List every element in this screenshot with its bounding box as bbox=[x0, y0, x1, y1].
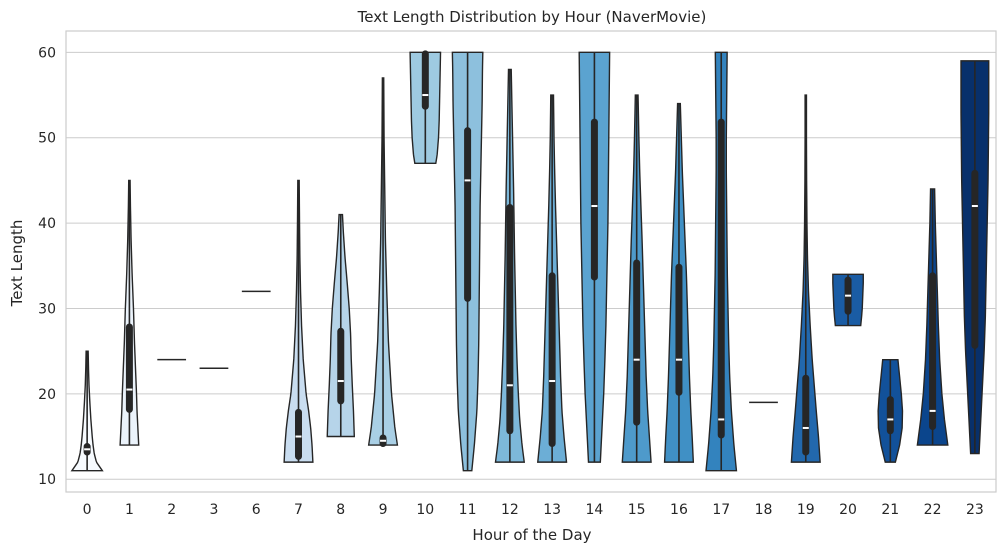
x-tick-label: 19 bbox=[797, 502, 815, 518]
violin-hour-14 bbox=[578, 51, 611, 463]
gridlines bbox=[66, 51, 996, 480]
violin-median bbox=[887, 418, 894, 421]
violin-median bbox=[591, 205, 598, 208]
violin-iqr-box bbox=[464, 127, 472, 302]
plot-border bbox=[65, 30, 997, 493]
y-tick-label: 60 bbox=[38, 45, 56, 61]
violin-iqr-box bbox=[802, 374, 810, 456]
x-tick-label: 2 bbox=[167, 502, 176, 518]
x-tick-label: 17 bbox=[712, 502, 730, 518]
violin-hour-1 bbox=[119, 179, 140, 446]
x-tick-label: 7 bbox=[294, 502, 303, 518]
x-tick-label: 6 bbox=[252, 502, 261, 518]
x-tick-label: 21 bbox=[881, 502, 899, 518]
violin-iqr-box bbox=[717, 118, 725, 439]
x-tick-label: 20 bbox=[839, 502, 857, 518]
y-tick-label: 20 bbox=[38, 387, 56, 403]
violin-median bbox=[675, 358, 682, 361]
x-tick-label: 0 bbox=[83, 502, 92, 518]
violin-hour-23 bbox=[960, 60, 990, 455]
violin-hour-10 bbox=[409, 50, 442, 165]
violin-median bbox=[422, 94, 429, 97]
violin-median bbox=[506, 384, 513, 387]
violin-iqr-box bbox=[886, 396, 894, 435]
x-tick-label: 1 bbox=[125, 502, 134, 518]
violin-hour-15 bbox=[621, 94, 652, 463]
violin-iqr-box bbox=[971, 169, 979, 349]
violin-hour-19 bbox=[790, 94, 821, 463]
violin-hour-11 bbox=[451, 51, 484, 472]
violin-iqr-box bbox=[506, 204, 514, 435]
violin-hour-13 bbox=[536, 94, 568, 463]
violin-median bbox=[84, 448, 91, 451]
y-tick-label: 30 bbox=[38, 301, 56, 317]
violin-hour-21 bbox=[877, 358, 904, 463]
x-tick-label: 16 bbox=[670, 502, 688, 518]
violin-hour-7 bbox=[283, 179, 314, 463]
violin-median bbox=[295, 435, 302, 438]
violin-median bbox=[126, 388, 133, 391]
y-tick-labels: 10 20 30 40 50 60 bbox=[38, 45, 56, 488]
violin-iqr-box bbox=[125, 323, 133, 413]
x-tick-label: 18 bbox=[755, 502, 773, 518]
violin-median bbox=[633, 358, 640, 361]
violin-median bbox=[380, 439, 387, 442]
y-tick-label: 40 bbox=[38, 216, 56, 232]
violin-iqr-box bbox=[590, 118, 598, 281]
x-tick-label: 15 bbox=[628, 502, 646, 518]
x-tick-label: 11 bbox=[459, 502, 477, 518]
violin-iqr-box bbox=[548, 272, 556, 448]
violin-median bbox=[845, 294, 852, 297]
violin-iqr-box bbox=[295, 408, 302, 460]
y-axis-label: Text Length bbox=[8, 220, 26, 308]
violin-hour-20 bbox=[832, 273, 864, 327]
y-tick-label: 50 bbox=[38, 131, 56, 147]
x-axis-label: Hour of the Day bbox=[472, 526, 591, 544]
violin-median bbox=[464, 179, 471, 182]
violin-iqr-box bbox=[337, 327, 345, 405]
violin-median bbox=[971, 205, 978, 208]
violin-median bbox=[718, 418, 725, 421]
violin-hour-8 bbox=[326, 213, 356, 438]
violin-iqr-box bbox=[633, 259, 641, 426]
x-tick-label: 22 bbox=[924, 502, 942, 518]
violin-iqr-box bbox=[929, 272, 937, 430]
x-tick-label: 3 bbox=[209, 502, 218, 518]
x-tick-label: 14 bbox=[585, 502, 603, 518]
x-tick-label: 23 bbox=[966, 502, 984, 518]
violins bbox=[70, 50, 990, 472]
violin-hour-0 bbox=[70, 350, 104, 472]
violin-hour-12 bbox=[494, 68, 526, 463]
y-tick-label: 10 bbox=[38, 472, 56, 488]
violin-median bbox=[337, 380, 344, 383]
x-tick-label: 10 bbox=[416, 502, 434, 518]
x-tick-label: 12 bbox=[501, 502, 519, 518]
violin-median bbox=[802, 426, 809, 429]
violin-hour-17 bbox=[705, 51, 738, 472]
violin-hour-16 bbox=[663, 102, 695, 463]
violin-hour-9 bbox=[367, 77, 399, 448]
violin-iqr-box bbox=[421, 50, 429, 110]
plot-frame bbox=[65, 30, 997, 493]
violin-hour-22 bbox=[916, 188, 949, 446]
violin-median bbox=[549, 380, 556, 383]
x-tick-label: 13 bbox=[543, 502, 561, 518]
x-tick-label: 9 bbox=[379, 502, 388, 518]
violin-median bbox=[929, 409, 936, 412]
violin-iqr-box bbox=[675, 263, 683, 396]
x-tick-label: 8 bbox=[336, 502, 345, 518]
chart-title: Text Length Distribution by Hour (NaverM… bbox=[357, 8, 707, 26]
x-tick-labels: 0 1 2 3 6 7 8 9 10 11 12 13 14 15 16 17 18 19 20 21 22 23 bbox=[83, 502, 984, 518]
